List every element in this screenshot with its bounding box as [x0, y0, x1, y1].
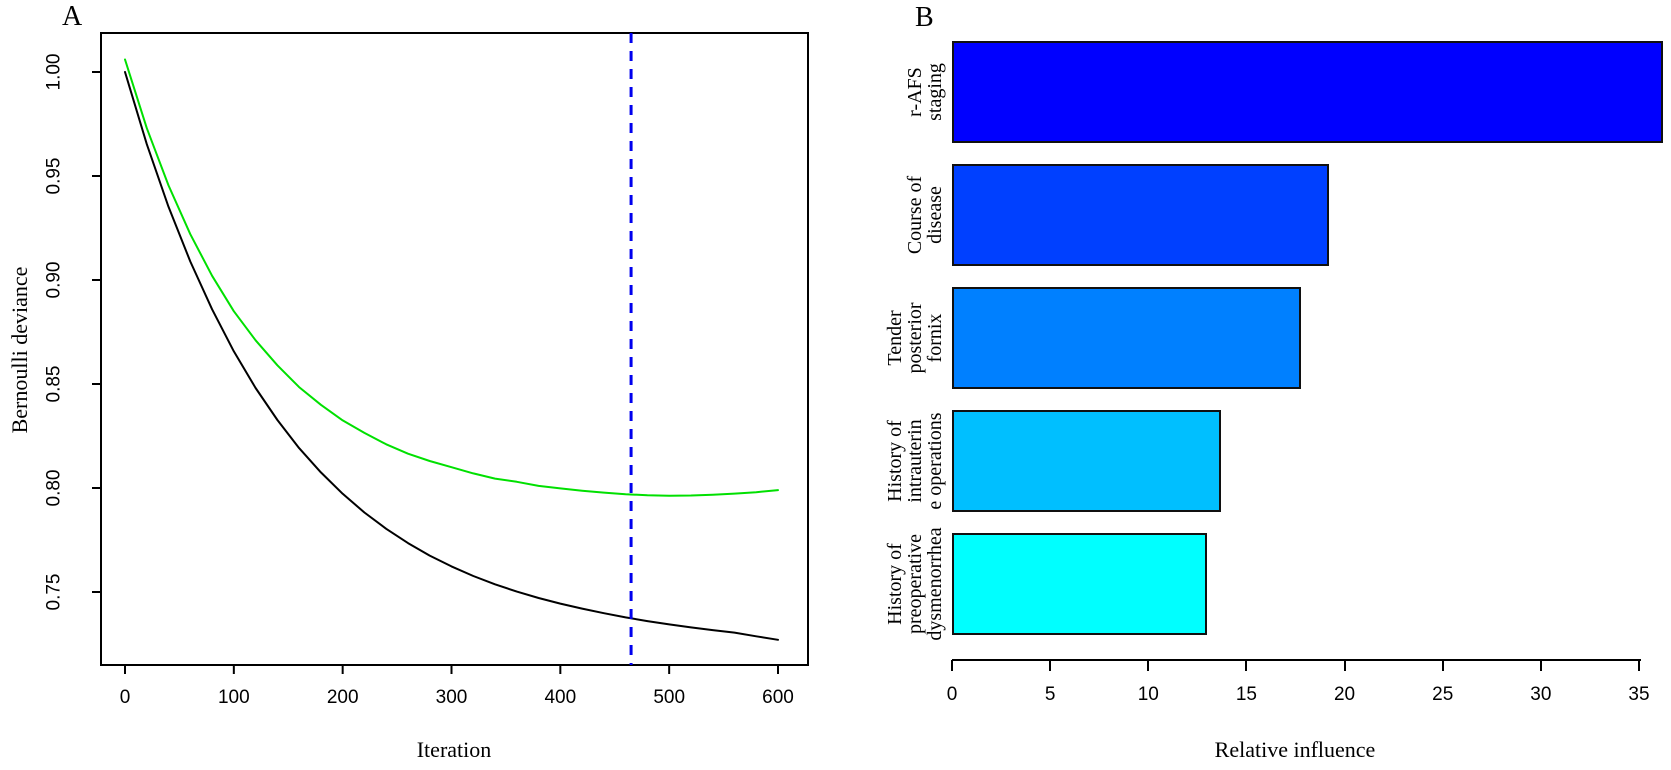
- panel-b-xaxis-title: Relative influence: [1214, 737, 1376, 762]
- panel-b-x-axis-line: [952, 659, 1641, 661]
- panel-a-yaxis-title: Bernoulli deviance: [7, 266, 32, 434]
- bar-category-label-line: preoperative: [904, 534, 926, 634]
- panel-b-x-axis-tick-label: 0: [946, 684, 958, 705]
- panel-a-plot-box: [100, 32, 809, 666]
- influence-bar: [952, 533, 1208, 635]
- bar-category-label: Course of disease: [904, 175, 946, 255]
- influence-bar: [952, 287, 1302, 389]
- bar-category-label-line: fornix: [924, 313, 946, 363]
- bar-category-label-line: posterior: [904, 302, 926, 374]
- panel-b-x-axis-tick: [951, 660, 953, 671]
- x-axis-tick-label: 0: [120, 687, 131, 708]
- bar-category-label-line: Course of: [904, 175, 926, 255]
- x-axis-tick-label: 600: [762, 687, 794, 708]
- x-axis-tick-label: 400: [544, 687, 576, 708]
- panel-b-x-axis-tick: [1245, 660, 1248, 671]
- bar-category-label: Tender posterior fornix: [884, 302, 946, 374]
- green-curve-validation-deviance: [124, 58, 779, 497]
- panel-b-x-axis-tick-label: 5: [1044, 684, 1056, 705]
- bar-category-label-line: History of: [884, 420, 906, 502]
- bar-category-label-line: r-AFS: [904, 67, 926, 117]
- y-axis-tick-label: 0.95: [44, 158, 65, 195]
- panel-a-xaxis-title: Iteration: [416, 737, 492, 762]
- panel-b-x-axis-tick-label: 25: [1432, 684, 1454, 705]
- x-axis-tick-label: 100: [218, 687, 250, 708]
- panel-b-x-axis-tick-label: 20: [1333, 684, 1356, 705]
- black-curve-training-deviance: [124, 71, 779, 641]
- panel-b-x-axis-tick: [1539, 660, 1542, 671]
- influence-bar: [952, 41, 1663, 143]
- panel-b-x-axis-tick-label: 35: [1628, 684, 1650, 705]
- influence-bar: [952, 164, 1329, 266]
- panel-b-x-axis-tick: [1343, 660, 1346, 671]
- panel-b-x-axis-tick-label: 30: [1530, 684, 1552, 705]
- panel-b-x-axis-tick-label: 15: [1235, 684, 1257, 705]
- y-axis-tick-label: 0.75: [44, 574, 65, 611]
- bar-category-label-line: disease: [924, 186, 946, 244]
- panel-b-x-axis-tick: [1441, 660, 1444, 671]
- x-axis-tick-label: 200: [327, 687, 359, 708]
- bar-category-label-line: intrauterin: [904, 419, 926, 503]
- bar-category-label-line: Tender: [884, 310, 906, 366]
- bar-category-label-line: dysmenorrhea: [924, 527, 946, 641]
- y-axis-tick-label: 0.80: [44, 470, 65, 507]
- x-axis-tick-label: 500: [653, 687, 685, 708]
- influence-bar: [952, 410, 1221, 512]
- panel-b-x-axis-tick: [1638, 660, 1640, 671]
- bar-category-label: r-AFS staging: [904, 63, 946, 121]
- panel-b-label: B: [915, 2, 934, 33]
- bar-category-label-line: History of: [884, 543, 906, 625]
- panel-b-x-axis-tick: [1049, 660, 1052, 671]
- bernoulli-deviance-line-plot: 1.00 0.95 0.90 0.85 0.80 0.75 0 100 200 300 400 500…: [44, 32, 809, 708]
- y-axis-tick-label: 1.00: [44, 54, 65, 91]
- bar-category-label: History of intrauterin e operations: [884, 412, 946, 510]
- panel-b-x-axis-tick: [1147, 660, 1150, 671]
- x-axis-tick-label: 300: [436, 687, 468, 708]
- panel-a-label: A: [62, 1, 83, 32]
- y-axis-tick-label: 0.85: [44, 366, 65, 403]
- panel-b-x-axis-tick-label: 10: [1137, 684, 1159, 705]
- bar-category-label: History of preoperative dysmenorrhea: [884, 527, 946, 641]
- y-axis-tick-label: 0.90: [44, 262, 65, 299]
- bar-category-label-line: e operations: [924, 412, 946, 510]
- bar-category-label-line: staging: [924, 63, 946, 121]
